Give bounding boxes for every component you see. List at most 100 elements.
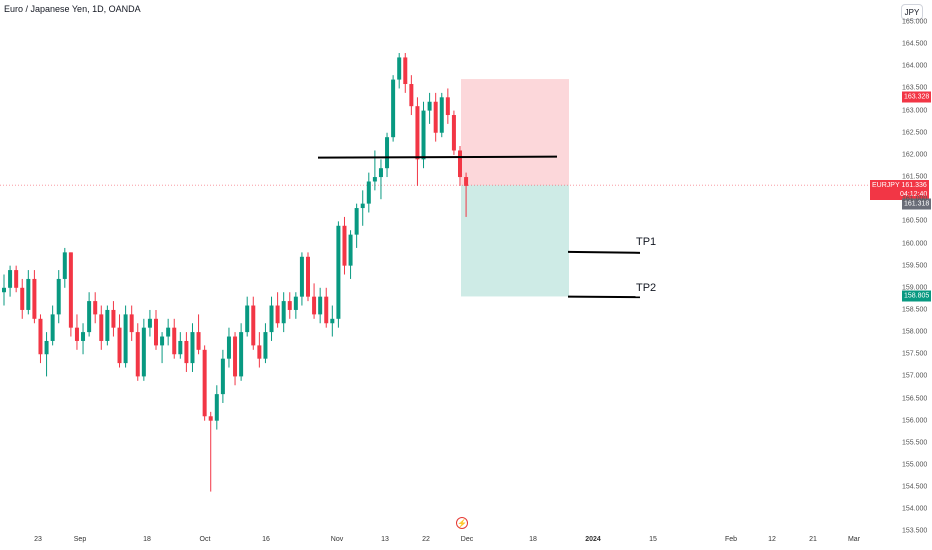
candle-body [445, 97, 450, 116]
time-tick-label: 22 [422, 536, 430, 543]
symbol-price-tag: EURJPY 161.336 04:12:40 [870, 180, 930, 200]
price-tick-label: 158.500 [902, 306, 928, 314]
candle-body [263, 332, 268, 359]
candle-body [172, 327, 177, 355]
candle-body [458, 150, 462, 178]
candle-body [184, 340, 189, 364]
candle-body [50, 314, 55, 341]
candle-body [20, 287, 25, 310]
candle-body [312, 296, 317, 315]
price-tick-label: 162.000 [902, 151, 928, 159]
candle-body [360, 203, 365, 209]
candle-body [93, 301, 98, 315]
candle-body [141, 327, 146, 377]
time-tick-label: Feb [724, 536, 738, 543]
candle-body [342, 225, 347, 266]
candle-body [178, 340, 183, 355]
candle-body [451, 115, 456, 151]
candle-body [239, 332, 244, 377]
price-tick-label: 154.500 [902, 483, 928, 491]
time-tick-label: Nov [330, 536, 344, 543]
candle-body [372, 177, 377, 182]
price-tick-label: 164.000 [902, 62, 928, 70]
candle-body [129, 314, 134, 333]
candle-body [439, 97, 444, 133]
price-tick-label: 163.500 [902, 84, 928, 92]
time-tick-label: Dec [460, 536, 474, 543]
candle-body [26, 278, 31, 310]
candle-body [208, 416, 213, 421]
candle-body [202, 349, 207, 417]
candle-body [397, 57, 402, 80]
candle-body [160, 336, 165, 346]
candle-body [306, 256, 310, 297]
price-tick-label: 160.000 [902, 240, 928, 247]
lightning-icon[interactable]: ⚡ [456, 517, 468, 529]
candle-body [44, 340, 49, 355]
price-tick-label: 156.000 [902, 417, 928, 425]
price-tick-label: 153.500 [902, 527, 928, 535]
price-tick-label: 162.500 [902, 129, 928, 137]
stop-price-tag: 163.328 [902, 91, 932, 103]
time-tick-label: Oct [199, 536, 211, 543]
candle-body [87, 301, 92, 333]
price-tick-label: 156.500 [902, 395, 928, 403]
time-tick-label: 21 [809, 536, 817, 543]
candle-body [281, 301, 286, 324]
time-axis[interactable]: 23 Sep 18 Oct 16 Nov 13 22 Dec 18 2024 15 Feb 12 21 Mar [0, 528, 932, 550]
candle-body [354, 208, 359, 235]
candle-body [81, 332, 86, 341]
price-tick-label: 161.000 [902, 195, 928, 203]
candle-body [123, 314, 128, 364]
tp1-label: TP1 [636, 236, 657, 248]
price-tick-label: 158.000 [902, 328, 928, 336]
chart-title: Euro / Japanese Yen, 1D, OANDA [4, 4, 141, 14]
chart-area[interactable] [0, 0, 868, 528]
target-price-tag: 158.805 [902, 290, 932, 302]
symbol-label: EURJPY [872, 182, 900, 189]
candle-body [287, 301, 292, 310]
time-tick-label: Sep [73, 536, 87, 543]
candle-body [427, 101, 432, 111]
time-tick-label: 15 [649, 536, 657, 543]
candle-body [385, 137, 390, 169]
candle-body [166, 327, 171, 337]
currency-button[interactable]: JPY [901, 4, 923, 20]
candle-body [348, 234, 353, 266]
candle-body [147, 318, 152, 328]
price-tick-label: 155.500 [902, 439, 928, 447]
price-axis[interactable]: 163.328 EURJPY 161.336 04:12:40 161.318 … [868, 0, 932, 535]
price-tick-label: 159.000 [902, 284, 928, 292]
price-tick-label: 163.000 [902, 107, 928, 115]
candle-body [196, 332, 201, 350]
time-tick-label: 18 [529, 536, 537, 543]
candle-body [190, 332, 195, 364]
time-tick-label: Mar [847, 536, 861, 543]
symbol-price: 161.336 [901, 182, 927, 189]
candle-body [226, 336, 231, 359]
candle-body [269, 305, 274, 333]
time-tick-label: 12 [768, 536, 776, 543]
candle-body [38, 318, 43, 355]
candle-body [56, 278, 61, 315]
candlestick-chart[interactable] [0, 0, 868, 528]
candle-body [257, 345, 262, 359]
candle-body [99, 314, 104, 341]
candle-body [464, 177, 469, 186]
time-tick-label: 13 [381, 536, 389, 543]
candle-body [378, 168, 383, 178]
price-tick-label: 155.000 [902, 461, 928, 469]
candle-body [220, 358, 225, 395]
candle-body [2, 287, 6, 293]
entry-price-tag: 161.318 [902, 198, 932, 210]
candle-body [8, 270, 13, 288]
time-tick-label: 23 [34, 536, 42, 543]
candle-body [324, 296, 329, 324]
resistance-line [317, 155, 558, 159]
candle-body [336, 225, 341, 319]
candle-body [62, 252, 67, 279]
candle-body [251, 305, 256, 346]
candle-body [32, 278, 37, 319]
price-tick-label: 165.000 [902, 18, 928, 26]
candle-body [135, 332, 140, 377]
